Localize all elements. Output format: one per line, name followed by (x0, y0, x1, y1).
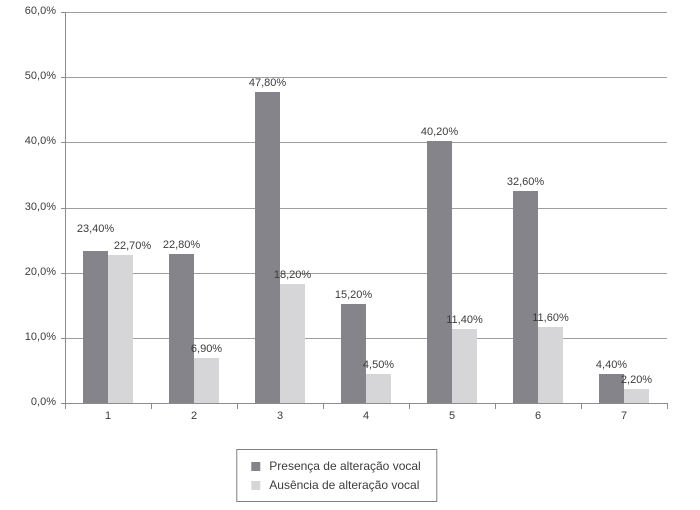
data-label: 22,70% (113, 240, 152, 253)
bar-series-0-cat-7 (599, 374, 624, 403)
x-tick (151, 404, 152, 409)
data-label: 11,60% (532, 312, 569, 325)
data-label: 15,20% (334, 288, 373, 301)
legend: Presença de alteração vocal Ausência de a… (236, 449, 438, 502)
data-label: 4,50% (362, 358, 395, 371)
data-label: 2,20% (620, 373, 653, 386)
data-label: 47,80% (248, 76, 287, 89)
y-tick (61, 142, 65, 144)
bar-series-1-cat-4 (366, 373, 391, 403)
y-tick-label: 30,0% (24, 200, 56, 213)
x-tick (237, 404, 238, 409)
legend-label: Ausência de alteração vocal (269, 478, 420, 492)
legend-item-0: Presença de alteração vocal (251, 459, 421, 473)
x-tick (409, 404, 410, 409)
y-tick (61, 77, 65, 79)
y-tick-label: 50,0% (24, 70, 56, 83)
bar-series-1-cat-6 (538, 327, 563, 403)
y-gridline (65, 77, 667, 79)
bar-series-1-cat-3 (280, 284, 305, 403)
y-tick-label: 10,0% (24, 330, 56, 343)
x-tick-label: 7 (620, 410, 628, 422)
bar-series-0-cat-4 (341, 303, 366, 403)
bar-series-1-cat-1 (108, 255, 133, 403)
data-label: 11,40% (446, 313, 483, 326)
legend-item-1: Ausência de alteração vocal (251, 478, 420, 492)
x-tick (581, 404, 582, 409)
x-tick-label: 5 (448, 410, 456, 422)
bar-series-1-cat-7 (624, 388, 649, 403)
data-label: 22,80% (162, 239, 201, 252)
y-tick (61, 12, 65, 13)
x-tick (667, 404, 668, 409)
data-label: 4,40% (595, 359, 628, 372)
y-tick-label: 40,0% (24, 135, 56, 148)
y-tick-label: 0,0% (30, 396, 56, 408)
x-tick-label: 6 (534, 410, 542, 422)
y-tick (61, 337, 65, 339)
y-tick (61, 403, 65, 404)
y-gridline (65, 12, 667, 13)
y-tick-label: 20,0% (24, 265, 56, 278)
data-label: 40,20% (420, 126, 459, 139)
x-tick-label: 2 (190, 410, 198, 422)
x-tick-label: 1 (104, 410, 112, 422)
data-label: 6,90% (190, 343, 223, 356)
y-gridline (65, 272, 667, 274)
x-tick (495, 404, 496, 409)
y-tick-label: 60,0% (24, 5, 56, 17)
data-label: 23,40% (76, 222, 115, 235)
legend-label: Presença de alteração vocal (269, 459, 421, 473)
y-tick (61, 207, 65, 209)
bar-series-0-cat-1 (83, 250, 108, 403)
data-label: 18,20% (273, 269, 312, 282)
x-tick (65, 404, 66, 409)
x-tick (323, 404, 324, 409)
y-tick (61, 272, 65, 274)
bar-series-0-cat-2 (169, 254, 194, 403)
bar-series-1-cat-2 (194, 358, 219, 403)
bar-series-0-cat-5 (427, 141, 452, 403)
data-label: 32,60% (506, 175, 545, 188)
bar-series-1-cat-5 (452, 328, 477, 403)
y-axis-line (65, 12, 66, 404)
legend-swatch-icon (251, 461, 261, 471)
x-tick-label: 4 (362, 410, 370, 422)
legend-swatch-icon (251, 480, 261, 490)
x-axis-line (65, 403, 668, 404)
y-gridline (65, 142, 667, 144)
y-gridline (65, 337, 667, 339)
y-gridline (65, 207, 667, 209)
x-tick-label: 3 (276, 410, 284, 422)
bar-series-0-cat-3 (255, 91, 280, 403)
bar-series-0-cat-6 (513, 190, 538, 403)
